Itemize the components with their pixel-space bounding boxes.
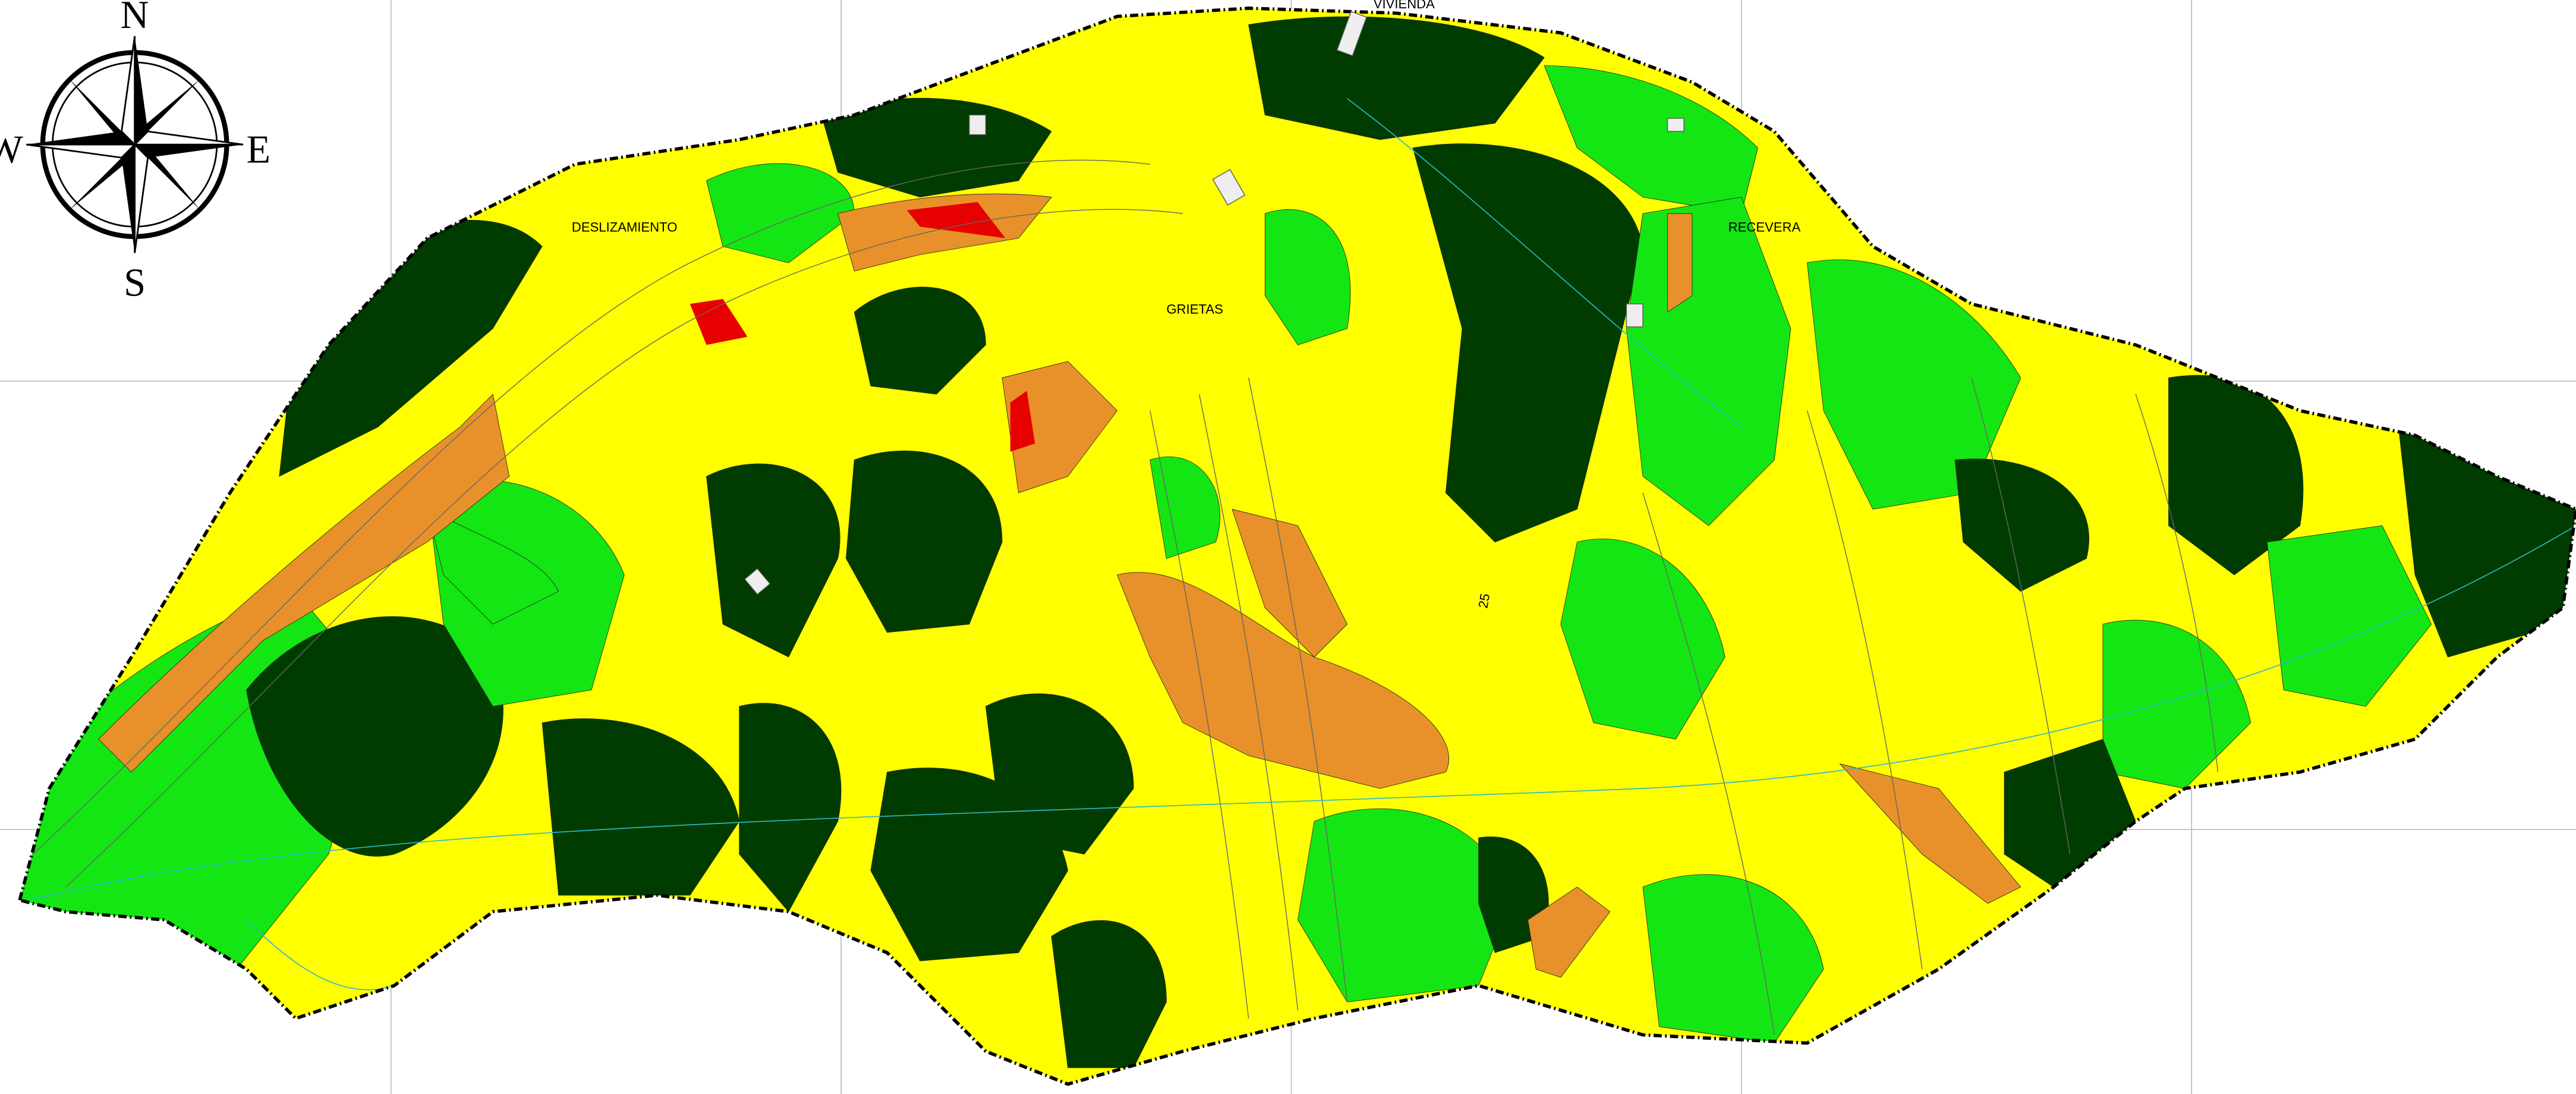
labels: VIVIENDA DESLIZAMIENTO GRIETAS RECEVERA … bbox=[572, 0, 1801, 609]
compass-label: W bbox=[0, 128, 23, 172]
compass-label: E bbox=[247, 128, 271, 172]
contour-label: 25 bbox=[1475, 592, 1492, 609]
boundary bbox=[17, 7, 2576, 1086]
label: DESLIZAMIENTO bbox=[572, 220, 678, 235]
compass-rose: N S E W bbox=[0, 0, 270, 304]
label: RECEVERA bbox=[1728, 220, 1801, 235]
label: GRIETAS bbox=[1166, 302, 1223, 317]
compass-label: N bbox=[121, 0, 149, 37]
compass-label: S bbox=[124, 261, 146, 304]
label: VIVIENDA bbox=[1374, 0, 1435, 11]
buildings bbox=[744, 11, 1684, 595]
